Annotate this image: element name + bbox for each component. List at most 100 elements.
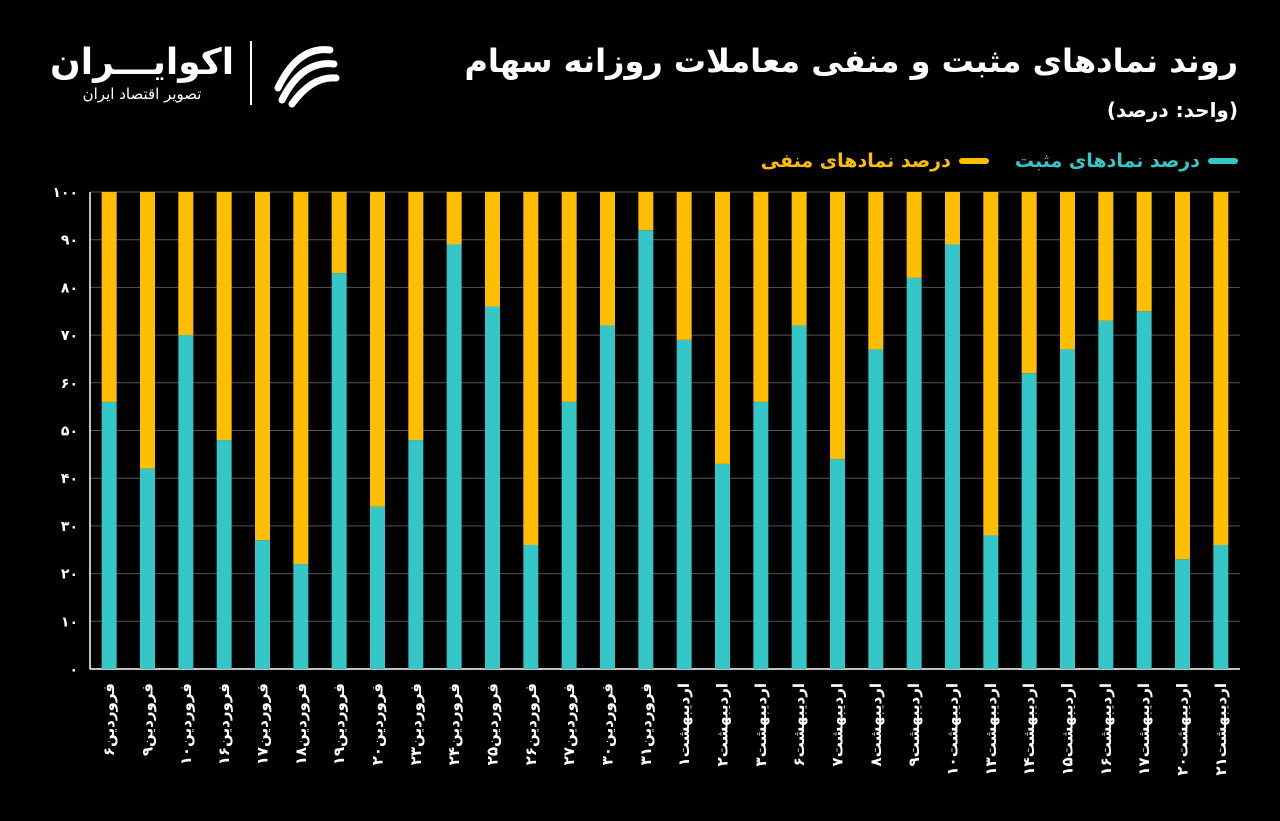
x-tick-label: اردیبهشت۱۴: [1020, 683, 1038, 776]
bar-negative: [906, 192, 922, 278]
bar-positive: [293, 564, 309, 669]
bar-negative: [1136, 192, 1152, 312]
x-tick-label: فروردین۲۶: [522, 683, 540, 765]
bar-negative: [1098, 192, 1114, 321]
bar-positive: [868, 349, 884, 669]
bar-positive: [178, 335, 194, 669]
x-tick-label: اردیبهشت۷: [829, 683, 847, 766]
bar-negative: [446, 192, 462, 245]
x-tick-label: فروردین۱۸: [292, 683, 310, 765]
x-tick-label: اردیبهشت۲۰: [1174, 683, 1192, 776]
y-tick-label: ۱۰: [61, 614, 78, 630]
bar-negative: [945, 192, 960, 245]
y-tick-label: ۱۰۰: [52, 185, 78, 201]
bar-negative: [715, 192, 730, 464]
bar-positive: [1098, 320, 1114, 669]
bar-positive: [561, 401, 577, 669]
bar-negative: [1213, 192, 1229, 545]
legend: درصد نمادهای مثبت درصد نمادهای منفی: [761, 150, 1238, 172]
legend-swatch-positive: [1208, 158, 1238, 164]
bar-positive: [715, 463, 730, 669]
y-tick-label: ۷۰: [61, 328, 78, 344]
bar-negative: [370, 192, 385, 507]
y-tick-label: ۴۰: [61, 471, 78, 487]
bar-negative: [753, 192, 769, 402]
bar-positive: [485, 306, 500, 669]
x-tick-label: اردیبهشت۱۶: [1097, 683, 1115, 776]
bar-positive: [600, 325, 615, 669]
bar-negative: [331, 192, 347, 274]
x-tick-label: اردیبهشت۶: [790, 683, 808, 766]
bar-negative: [600, 192, 615, 326]
x-tick-label: فروردین۳۰: [599, 683, 617, 765]
x-tick-label: اردیبهشت۱: [675, 683, 693, 766]
bar-positive: [983, 535, 999, 669]
bar-positive: [791, 325, 807, 669]
x-tick-label: فروردین۳۱: [637, 683, 655, 765]
legend-swatch-negative: [958, 158, 989, 164]
bar-negative: [1060, 192, 1075, 350]
bar-positive: [638, 230, 654, 669]
unit-label: (واحد: درصد): [1106, 98, 1238, 122]
y-tick-label: ۹۰: [61, 233, 78, 249]
bar-negative: [676, 192, 692, 340]
bar-positive: [140, 468, 155, 669]
bar-negative: [408, 192, 424, 441]
bar-positive: [676, 339, 692, 669]
bar-positive: [408, 440, 424, 669]
bar-positive: [370, 506, 385, 669]
chart-title: روند نمادهای مثبت و منفی معاملات روزانه …: [464, 42, 1238, 80]
legend-label-negative: درصد نمادهای منفی: [760, 150, 951, 172]
bar-positive: [830, 459, 845, 669]
ekoiran-swirl-icon: [274, 46, 340, 108]
x-tick-label: اردیبهشت۹: [905, 683, 923, 766]
x-tick-label: اردیبهشت۲: [714, 683, 732, 766]
x-tick-label: اردیبهشت۱۵: [1059, 683, 1077, 776]
x-tick-label: فروردین۱۶: [215, 683, 233, 765]
bar-negative: [101, 192, 117, 402]
y-tick-label: ۰: [69, 662, 78, 678]
y-tick-label: ۶۰: [61, 376, 78, 392]
y-tick-label: ۵۰: [61, 424, 78, 440]
x-tick-label: فروردین۱۰: [177, 683, 195, 765]
x-tick-label: اردیبهشت۱۷: [1135, 683, 1153, 776]
logo-name: اکوایـــران: [50, 42, 235, 83]
legend-label-positive: درصد نمادهای مثبت: [1014, 150, 1200, 172]
bar-positive: [1213, 544, 1229, 669]
bar-negative: [1021, 192, 1037, 374]
bar-positive: [101, 401, 117, 669]
legend-item-positive: درصد نمادهای مثبت: [1015, 150, 1238, 172]
bar-positive: [1136, 311, 1152, 669]
logo-divider: [250, 41, 253, 105]
y-tick-label: ۳۰: [61, 519, 78, 535]
bar-negative: [1175, 192, 1190, 560]
bar-positive: [523, 544, 539, 669]
bar-negative: [983, 192, 999, 536]
x-tick-label: اردیبهشت۸: [867, 683, 885, 766]
bar-negative: [868, 192, 884, 350]
logo-tagline: تصویر اقتصاد ایران: [82, 85, 202, 103]
bar-positive: [945, 244, 960, 669]
x-tick-label: اردیبهشت۱۰: [944, 683, 962, 776]
y-tick-label: ۲۰: [61, 567, 78, 583]
bar-positive: [753, 401, 769, 669]
bar-negative: [523, 192, 539, 545]
logo-text: اکوایـــران تصویر اقتصاد ایران: [50, 42, 235, 104]
bar-negative: [178, 192, 194, 336]
bar-negative: [293, 192, 309, 565]
x-tick-label: فروردین۲۵: [484, 683, 502, 765]
x-tick-label: اردیبهشت۱۳: [982, 683, 1000, 776]
bar-positive: [1021, 373, 1037, 669]
x-tick-label: فروردین۲۳: [407, 683, 425, 765]
x-tick-label: فروردین۱۹: [330, 683, 348, 765]
x-tick-label: اردیبهشت۳: [752, 683, 770, 766]
legend-item-negative: درصد نمادهای منفی: [761, 150, 989, 172]
x-tick-label: فروردین۲۴: [445, 683, 463, 765]
bar-positive: [1060, 349, 1075, 669]
bar-positive: [906, 277, 922, 669]
bar-negative: [638, 192, 654, 231]
bar-negative: [216, 192, 232, 441]
bar-positive: [255, 540, 270, 669]
x-tick-label: فروردین۲۷: [560, 683, 578, 765]
bar-negative: [830, 192, 845, 460]
